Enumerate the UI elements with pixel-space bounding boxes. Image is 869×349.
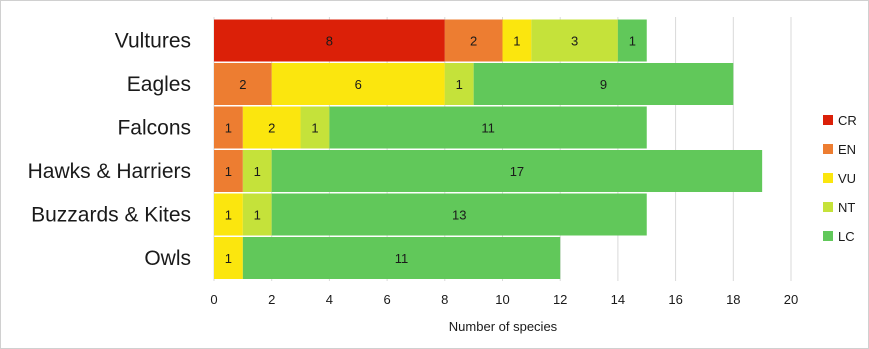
category-label-falcons: Falcons bbox=[117, 117, 191, 140]
category-label-buzzards-kites: Buzzards & Kites bbox=[31, 204, 191, 227]
data-label-owls-lc: 11 bbox=[395, 251, 409, 266]
data-label-falcons-nt: 1 bbox=[311, 121, 318, 136]
data-label-eagles-en: 2 bbox=[239, 77, 246, 92]
bar-buzzards-kites-vu bbox=[214, 193, 243, 236]
data-label-falcons-en: 1 bbox=[225, 121, 232, 136]
bar-hawks-harriers-nt bbox=[242, 150, 272, 192]
data-label-vultures-vu: 1 bbox=[513, 34, 520, 49]
bar-hawks-harriers-en bbox=[214, 150, 243, 192]
bar-vultures-cr bbox=[214, 19, 445, 62]
category-label-eagles: Eagles bbox=[127, 73, 191, 96]
data-label-buzzards-kites-lc: 13 bbox=[452, 208, 466, 223]
legend-swatch-vu bbox=[823, 173, 833, 183]
legend-label-vu: VU bbox=[838, 171, 856, 186]
legend: CR EN VU NT LC bbox=[823, 113, 857, 244]
x-tick-label-4: 4 bbox=[326, 292, 333, 307]
bar-falcons-lc bbox=[329, 106, 647, 149]
bar-owls-vu bbox=[214, 237, 243, 279]
x-tick-labels: 0 2 4 6 8 10 12 14 16 18 20 bbox=[210, 292, 798, 307]
data-label-buzzards-kites-nt: 1 bbox=[254, 208, 261, 223]
data-label-hawks-harriers-lc: 17 bbox=[510, 164, 524, 179]
legend-swatch-cr bbox=[823, 115, 833, 125]
x-tick-label-0: 0 bbox=[210, 292, 217, 307]
bar-eagles-lc bbox=[473, 63, 734, 105]
bar-vultures-vu bbox=[502, 19, 532, 62]
bar-vultures-en bbox=[444, 19, 503, 62]
data-label-falcons-vu: 2 bbox=[268, 121, 275, 136]
x-axis-title: Number of species bbox=[449, 319, 558, 334]
data-label-vultures-lc: 1 bbox=[629, 34, 636, 49]
bars: 8 2 1 3 12 6 1 91 2 1 111 1 171 1 131 11 bbox=[214, 19, 763, 279]
data-label-eagles-lc: 9 bbox=[600, 77, 607, 92]
bar-falcons-vu bbox=[242, 106, 301, 149]
bar-owls-lc bbox=[242, 237, 561, 279]
legend-swatch-nt bbox=[823, 202, 833, 212]
legend-swatch-en bbox=[823, 144, 833, 154]
legend-label-lc: LC bbox=[838, 229, 855, 244]
data-label-hawks-harriers-nt: 1 bbox=[254, 164, 261, 179]
bar-eagles-nt bbox=[444, 63, 474, 105]
x-tick-label-18: 18 bbox=[726, 292, 740, 307]
legend-label-cr: CR bbox=[838, 113, 857, 128]
legend-label-en: EN bbox=[838, 142, 856, 157]
bar-falcons-nt bbox=[300, 106, 330, 149]
x-tick-label-8: 8 bbox=[441, 292, 448, 307]
bar-hawks-harriers-lc bbox=[271, 150, 763, 192]
category-labels: Vultures Eagles Falcons Hawks & Harriers Buz… bbox=[28, 30, 191, 271]
legend-swatch-lc bbox=[823, 231, 833, 241]
bar-buzzards-kites-lc bbox=[271, 193, 647, 236]
x-tick-label-10: 10 bbox=[495, 292, 509, 307]
bar-eagles-en bbox=[214, 63, 272, 105]
bar-buzzards-kites-nt bbox=[242, 193, 272, 236]
x-tick-label-14: 14 bbox=[611, 292, 625, 307]
data-label-vultures-en: 2 bbox=[470, 34, 477, 49]
x-tick-label-6: 6 bbox=[383, 292, 390, 307]
x-tick-label-2: 2 bbox=[268, 292, 275, 307]
data-label-eagles-vu: 6 bbox=[355, 77, 362, 92]
category-label-owls: Owls bbox=[144, 247, 191, 270]
data-label-buzzards-kites-vu: 1 bbox=[225, 208, 232, 223]
category-label-hawks-harriers: Hawks & Harriers bbox=[28, 160, 191, 183]
bar-eagles-vu bbox=[271, 63, 445, 105]
category-label-vultures: Vultures bbox=[115, 30, 191, 53]
data-label-eagles-nt: 1 bbox=[456, 77, 463, 92]
data-label-vultures-cr: 8 bbox=[326, 34, 333, 49]
bar-vultures-lc bbox=[617, 19, 647, 62]
x-tick-label-16: 16 bbox=[668, 292, 682, 307]
x-tick-label-12: 12 bbox=[553, 292, 567, 307]
bar-falcons-en bbox=[214, 106, 243, 149]
bar-vultures-nt bbox=[531, 19, 618, 62]
x-tick-label-20: 20 bbox=[784, 292, 798, 307]
legend-label-nt: NT bbox=[838, 200, 855, 215]
data-label-vultures-nt: 3 bbox=[571, 34, 578, 49]
data-label-falcons-lc: 11 bbox=[481, 121, 495, 136]
data-label-hawks-harriers-en: 1 bbox=[225, 164, 232, 179]
data-label-owls-vu: 1 bbox=[225, 251, 232, 266]
